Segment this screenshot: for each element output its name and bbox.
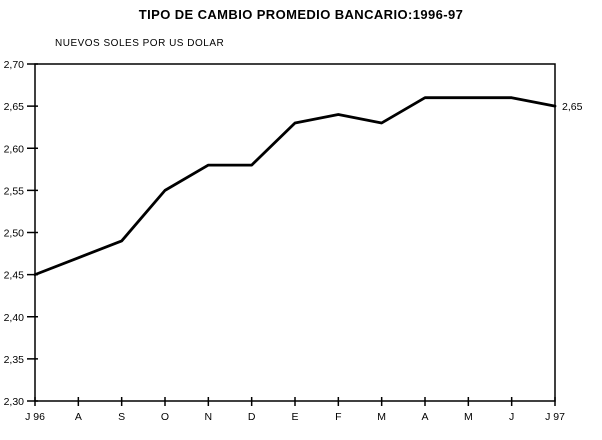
x-tick-label: J 96: [25, 411, 45, 423]
x-tick-label: S: [118, 411, 125, 423]
plot-frame: [34, 63, 556, 402]
y-tick-label: 2,30: [4, 396, 25, 408]
y-tick-label: 2,40: [4, 312, 25, 324]
x-tick-label: A: [421, 411, 428, 423]
y-tick-label: 2,70: [4, 59, 25, 71]
x-tick-label: J: [509, 411, 514, 423]
y-tick-label: 2,60: [4, 143, 25, 155]
x-tick-label: N: [205, 411, 213, 423]
x-tick-label: E: [291, 411, 298, 423]
x-tick-label: O: [161, 411, 169, 423]
x-tick-label: J 97: [545, 411, 565, 423]
y-tick-label: 2,50: [4, 228, 25, 240]
chart-title: TIPO DE CAMBIO PROMEDIO BANCARIO:1996-97: [138, 7, 464, 22]
x-tick-label: D: [248, 411, 256, 423]
exchange-rate-line: [33, 96, 557, 277]
x-tick-label: M: [464, 411, 473, 423]
x-tick-label: F: [335, 411, 341, 423]
last-value-label: 2,65: [562, 101, 583, 113]
x-tick-label: A: [75, 411, 82, 423]
y-tick-label: 2,55: [4, 185, 25, 197]
x-tick-label: M: [377, 411, 386, 423]
y-tick-label: 2,65: [4, 101, 25, 113]
chart-subtitle: NUEVOS SOLES POR US DOLAR: [55, 38, 225, 49]
y-tick-label: 2,45: [4, 270, 25, 282]
y-tick-label: 2,35: [4, 354, 25, 366]
